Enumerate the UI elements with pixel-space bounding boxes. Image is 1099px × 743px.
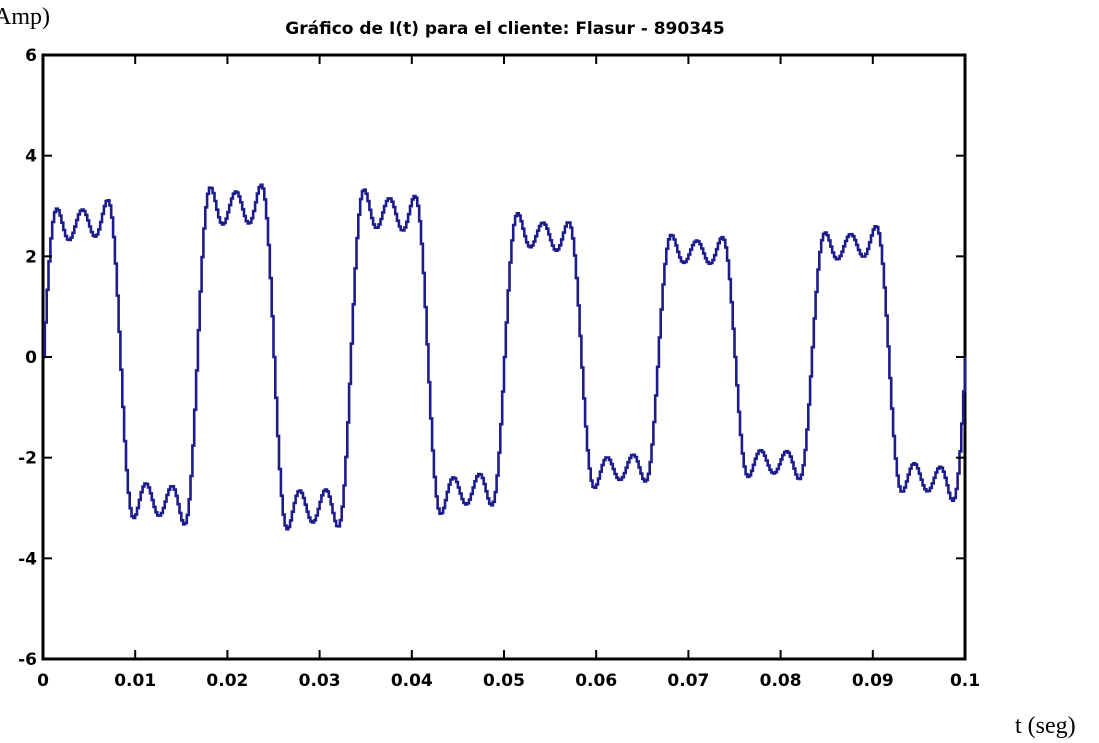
y-axis-label: Amp) — [0, 4, 50, 30]
x-tick-label: 0.02 — [206, 671, 248, 691]
x-tick-label: 0.06 — [575, 671, 617, 691]
x-tick-label: 0.07 — [667, 671, 709, 691]
x-axis-label: t (seg) — [1015, 713, 1076, 739]
x-tick-label: 0.03 — [299, 671, 341, 691]
x-tick-label: 0.1 — [950, 671, 980, 691]
y-tick-label: -4 — [18, 549, 37, 569]
x-tick-label: 0.08 — [760, 671, 802, 691]
y-tick-label: -6 — [18, 650, 37, 670]
x-tick-label: 0.09 — [852, 671, 894, 691]
y-tick-label: 6 — [25, 46, 37, 66]
x-tick-label: 0 — [37, 671, 49, 691]
x-axis-ticks: 0 0.01 0.02 0.03 0.04 0.05 0.06 0.07 0.08 0.09 0.1 — [37, 55, 980, 691]
x-tick-label: 0.04 — [391, 671, 433, 691]
y-tick-label: 4 — [25, 147, 37, 167]
current-waveform-line — [43, 183, 967, 531]
chart-title: Gráfico de I(t) para el cliente: Flasur … — [285, 19, 724, 39]
y-axis-ticks: 6 4 2 0 -2 -4 -6 — [18, 46, 965, 670]
x-tick-label: 0.01 — [114, 671, 156, 691]
y-tick-label: 0 — [25, 348, 37, 368]
y-tick-label: 2 — [25, 247, 37, 267]
y-tick-label: -2 — [18, 449, 37, 469]
x-tick-label: 0.05 — [483, 671, 525, 691]
